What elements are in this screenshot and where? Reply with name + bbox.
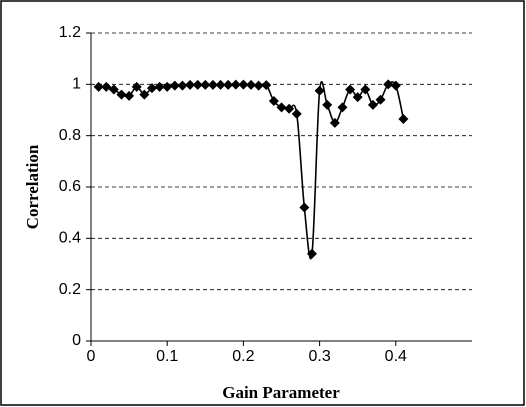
marker bbox=[268, 96, 279, 107]
marker bbox=[314, 85, 325, 96]
marker bbox=[253, 80, 264, 91]
x-tick-label: 0.4 bbox=[385, 348, 407, 365]
marker bbox=[329, 117, 340, 128]
marker bbox=[375, 94, 386, 105]
x-tick-label: 0.2 bbox=[232, 348, 254, 365]
marker bbox=[276, 102, 287, 113]
marker bbox=[261, 80, 272, 91]
marker bbox=[291, 108, 302, 119]
marker bbox=[124, 90, 135, 101]
marker bbox=[169, 80, 180, 91]
marker bbox=[215, 79, 226, 90]
x-axis-label: Gain Parameter bbox=[222, 383, 340, 402]
y-tick-label: 0.6 bbox=[59, 178, 81, 195]
marker bbox=[192, 79, 203, 90]
y-tick-label: 0.4 bbox=[59, 230, 81, 247]
x-tick-label: 0.1 bbox=[156, 348, 178, 365]
marker bbox=[246, 79, 257, 90]
marker bbox=[223, 79, 234, 90]
marker bbox=[146, 83, 157, 94]
y-tick-label: 1 bbox=[72, 76, 81, 93]
marker bbox=[383, 79, 394, 90]
marker bbox=[360, 84, 371, 95]
marker bbox=[139, 89, 150, 100]
marker bbox=[200, 79, 211, 90]
x-tick-label: 0.3 bbox=[308, 348, 330, 365]
y-tick-label: 1.2 bbox=[59, 24, 81, 41]
marker bbox=[337, 102, 348, 113]
marker bbox=[207, 79, 218, 90]
marker bbox=[390, 80, 401, 91]
marker bbox=[367, 99, 378, 110]
y-tick-label: 0.2 bbox=[59, 281, 81, 298]
y-tick-label: 0 bbox=[72, 332, 81, 349]
marker bbox=[299, 202, 310, 213]
marker bbox=[230, 79, 241, 90]
marker bbox=[306, 248, 317, 259]
y-tick-label: 0.8 bbox=[59, 127, 81, 144]
marker bbox=[284, 103, 295, 114]
marker bbox=[352, 92, 363, 103]
marker bbox=[162, 81, 173, 92]
marker bbox=[398, 113, 409, 124]
y-axis-label: Correlation bbox=[23, 144, 42, 229]
marker bbox=[101, 81, 112, 92]
marker bbox=[131, 81, 142, 92]
x-tick-label: 0 bbox=[87, 348, 96, 365]
marker bbox=[238, 79, 249, 90]
marker bbox=[93, 81, 104, 92]
marker bbox=[322, 99, 333, 110]
marker bbox=[108, 84, 119, 95]
marker bbox=[154, 81, 165, 92]
marker bbox=[177, 80, 188, 91]
marker bbox=[345, 84, 356, 95]
marker bbox=[185, 79, 196, 90]
marker bbox=[116, 89, 127, 100]
